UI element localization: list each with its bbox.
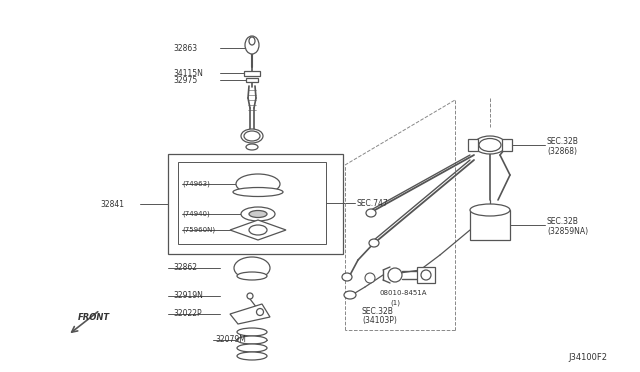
Bar [417, 267, 435, 283]
Text: (32868): (32868) [547, 147, 577, 155]
Ellipse shape [246, 144, 258, 150]
Text: SEC.32B: SEC.32B [547, 217, 579, 225]
Ellipse shape [366, 209, 376, 217]
Ellipse shape [234, 257, 270, 279]
Ellipse shape [249, 211, 267, 218]
Bar [502, 139, 512, 151]
Ellipse shape [257, 308, 264, 315]
Bar [244, 71, 260, 76]
Text: 32862: 32862 [173, 263, 197, 273]
Ellipse shape [237, 272, 267, 280]
Bar [468, 139, 478, 151]
Ellipse shape [244, 131, 260, 141]
Text: SEC.747: SEC.747 [357, 199, 388, 208]
Text: R: R [368, 276, 372, 280]
Bar [178, 162, 326, 244]
Text: FRONT: FRONT [78, 314, 110, 323]
Text: (74963): (74963) [182, 181, 210, 187]
Circle shape [365, 273, 375, 283]
Text: 32919N: 32919N [173, 292, 203, 301]
Ellipse shape [245, 36, 259, 54]
Ellipse shape [474, 136, 506, 154]
Polygon shape [230, 220, 286, 240]
Ellipse shape [249, 37, 255, 45]
Text: SEC.32B: SEC.32B [547, 137, 579, 145]
Polygon shape [230, 304, 270, 324]
Ellipse shape [236, 174, 280, 194]
Ellipse shape [421, 270, 431, 280]
Bar [246, 78, 258, 82]
Ellipse shape [344, 291, 356, 299]
Text: (32859NA): (32859NA) [547, 227, 588, 235]
Text: (1): (1) [390, 300, 400, 306]
Text: 32079M: 32079M [215, 336, 246, 344]
Text: 32975: 32975 [173, 76, 197, 84]
Ellipse shape [237, 352, 267, 360]
Ellipse shape [388, 268, 402, 282]
Text: (75960N): (75960N) [182, 227, 215, 233]
Ellipse shape [233, 187, 283, 196]
Ellipse shape [237, 328, 267, 336]
Ellipse shape [237, 344, 267, 352]
Text: SEC.32B: SEC.32B [362, 307, 394, 315]
Ellipse shape [249, 225, 267, 235]
Ellipse shape [342, 273, 352, 281]
Ellipse shape [470, 204, 510, 216]
Text: J34100F2: J34100F2 [568, 353, 607, 362]
Text: 08010-8451A: 08010-8451A [380, 290, 428, 296]
Ellipse shape [369, 239, 379, 247]
Text: 32022P: 32022P [173, 310, 202, 318]
Ellipse shape [241, 129, 263, 143]
Text: 32841: 32841 [100, 199, 124, 208]
Text: (34103P): (34103P) [362, 317, 397, 326]
Ellipse shape [247, 293, 253, 299]
Ellipse shape [241, 207, 275, 221]
Text: 34115N: 34115N [173, 68, 203, 77]
Ellipse shape [237, 336, 267, 344]
Bar [168, 154, 343, 254]
Text: 32863: 32863 [173, 44, 197, 52]
Text: (74940): (74940) [182, 211, 210, 217]
Bar [470, 210, 510, 240]
Ellipse shape [479, 138, 501, 151]
